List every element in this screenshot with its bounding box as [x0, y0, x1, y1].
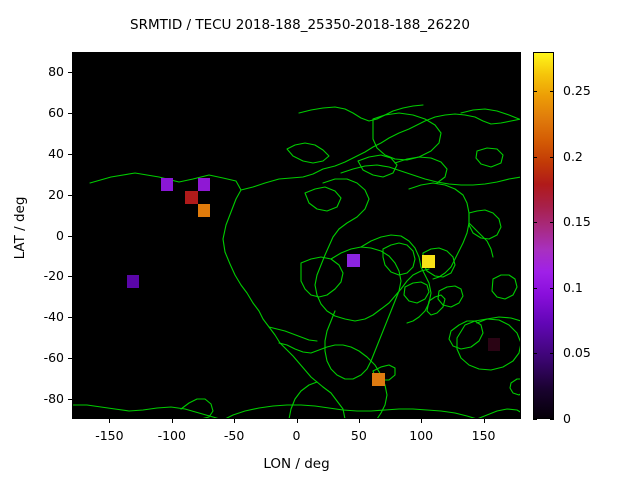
data-cell [422, 255, 435, 269]
x-tick-label: -50 [223, 428, 245, 443]
y-tick-label: -60 [43, 349, 64, 365]
y-tick-mark [68, 72, 72, 74]
colorbar-tick-mark [533, 156, 537, 158]
x-axis-label: LON / deg [263, 456, 330, 472]
x-tick-label: 0 [292, 428, 301, 443]
y-tick-mark [68, 357, 72, 359]
colorbar-tick-mark [550, 287, 554, 289]
data-cell [197, 177, 211, 192]
x-tick-mark [109, 419, 111, 423]
y-axis-label: LAT / deg [12, 196, 28, 260]
data-cells-layer [73, 53, 520, 418]
y-tick-label: 80 [48, 64, 64, 80]
x-tick-label: -150 [95, 428, 124, 443]
x-tick-mark [234, 419, 236, 423]
data-cell [487, 338, 501, 352]
colorbar-tick-label: 0.15 [563, 214, 591, 230]
colorbar-tick-mark [550, 91, 554, 93]
colorbar-tick-mark [533, 287, 537, 289]
y-tick-mark [68, 276, 72, 278]
colorbar-tick-mark [550, 156, 554, 158]
x-tick-label: 150 [471, 428, 496, 443]
x-tick-label: -100 [157, 428, 186, 443]
colorbar-tick-mark [550, 419, 554, 420]
y-tick-label: -40 [43, 309, 64, 325]
colorbar-tick-mark [533, 419, 537, 420]
colorbar-tick-label: 0.25 [563, 83, 591, 99]
y-tick-label: -20 [43, 268, 64, 284]
page-title: SRMTID / TECU 2018-188_25350-2018-188_26… [130, 17, 470, 33]
colorbar-gradient [534, 53, 553, 418]
y-tick-mark [68, 317, 72, 319]
data-cell [347, 254, 360, 268]
x-tick-mark [358, 419, 360, 423]
x-tick-label: 50 [350, 428, 367, 443]
data-cell [160, 177, 174, 192]
colorbar-tick-label: 0.2 [563, 148, 583, 164]
colorbar-tick-mark [550, 222, 554, 224]
data-cell [372, 372, 385, 386]
x-tick-mark [171, 419, 173, 423]
colorbar-tick-mark [533, 91, 537, 93]
x-tick-mark [483, 419, 485, 423]
colorbar-tick-label: 0.05 [563, 345, 591, 361]
coastlines-layer [73, 104, 520, 418]
colorbar-tick-label: 0 [563, 411, 571, 426]
data-cell [126, 274, 140, 288]
y-tick-mark [68, 113, 72, 115]
y-tick-mark [68, 398, 72, 400]
colorbar-tick-mark [550, 353, 554, 355]
y-tick-mark [68, 235, 72, 237]
y-tick-mark [68, 153, 72, 155]
data-cell [185, 191, 198, 205]
y-tick-label: 20 [48, 186, 64, 202]
map-plot-area[interactable] [72, 52, 521, 419]
colorbar-tick-mark [533, 353, 537, 355]
x-tick-label: 100 [409, 428, 434, 443]
y-tick-label: 0 [56, 227, 64, 243]
x-tick-mark [296, 419, 298, 423]
colorbar-tick-label: 0.1 [563, 279, 583, 295]
y-tick-label: 40 [48, 145, 64, 161]
colorbar[interactable] [533, 52, 554, 419]
y-tick-label: -80 [43, 390, 64, 406]
y-tick-mark [68, 194, 72, 196]
data-cell [197, 203, 211, 217]
y-tick-label: 60 [48, 105, 64, 121]
colorbar-tick-mark [533, 222, 537, 224]
x-tick-mark [421, 419, 423, 423]
